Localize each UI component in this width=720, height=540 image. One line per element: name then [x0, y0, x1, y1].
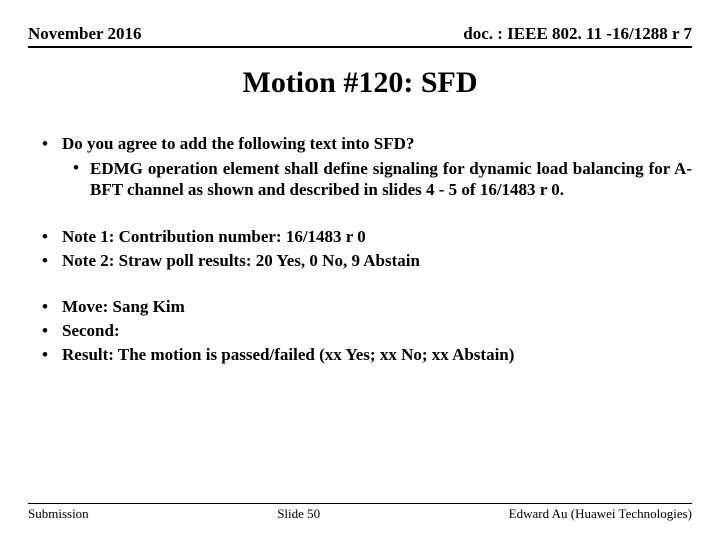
- slide-title: Motion #120: SFD: [28, 66, 692, 100]
- bullet-second: • Second:: [28, 321, 692, 341]
- detail-text: EDMG operation element shall define sign…: [90, 158, 692, 201]
- footer-slide-number: Slide 50: [277, 506, 320, 522]
- bullet-dot-icon: •: [28, 345, 62, 365]
- bullet-dot-icon: •: [28, 297, 62, 317]
- bullet-dot-icon: •: [28, 251, 62, 271]
- move-text: Move: Sang Kim: [62, 297, 692, 317]
- bullet-result: • Result: The motion is passed/failed (x…: [28, 345, 692, 365]
- bullet-dot-icon: •: [28, 134, 62, 154]
- footer-left: Submission: [28, 506, 89, 522]
- footer-bar: Submission Slide 50 Edward Au (Huawei Te…: [28, 503, 692, 522]
- group-question: • Do you agree to add the following text…: [28, 134, 692, 201]
- bullet-dot-icon: •: [28, 321, 62, 341]
- second-text: Second:: [62, 321, 692, 341]
- group-motion: • Move: Sang Kim • Second: • Result: The…: [28, 297, 692, 365]
- bullet-note2: • Note 2: Straw poll results: 20 Yes, 0 …: [28, 251, 692, 271]
- group-notes: • Note 1: Contribution number: 16/1483 r…: [28, 227, 692, 271]
- sub-bullet-detail: • EDMG operation element shall define si…: [62, 158, 692, 201]
- bullet-move: • Move: Sang Kim: [28, 297, 692, 317]
- header-doc-number: doc. : IEEE 802. 11 -16/1288 r 7: [463, 24, 692, 44]
- result-text: Result: The motion is passed/failed (xx …: [62, 345, 692, 365]
- bullet-dot-icon: •: [28, 227, 62, 247]
- question-text: Do you agree to add the following text i…: [62, 134, 692, 154]
- bullet-note1: • Note 1: Contribution number: 16/1483 r…: [28, 227, 692, 247]
- header-bar: November 2016 doc. : IEEE 802. 11 -16/12…: [28, 24, 692, 48]
- bullet-dot-icon: •: [62, 158, 90, 201]
- bullet-question: • Do you agree to add the following text…: [28, 134, 692, 154]
- note2-text: Note 2: Straw poll results: 20 Yes, 0 No…: [62, 251, 692, 271]
- footer-author: Edward Au (Huawei Technologies): [509, 506, 692, 522]
- slide-body: • Do you agree to add the following text…: [28, 134, 692, 365]
- header-date: November 2016: [28, 24, 141, 44]
- note1-text: Note 1: Contribution number: 16/1483 r 0: [62, 227, 692, 247]
